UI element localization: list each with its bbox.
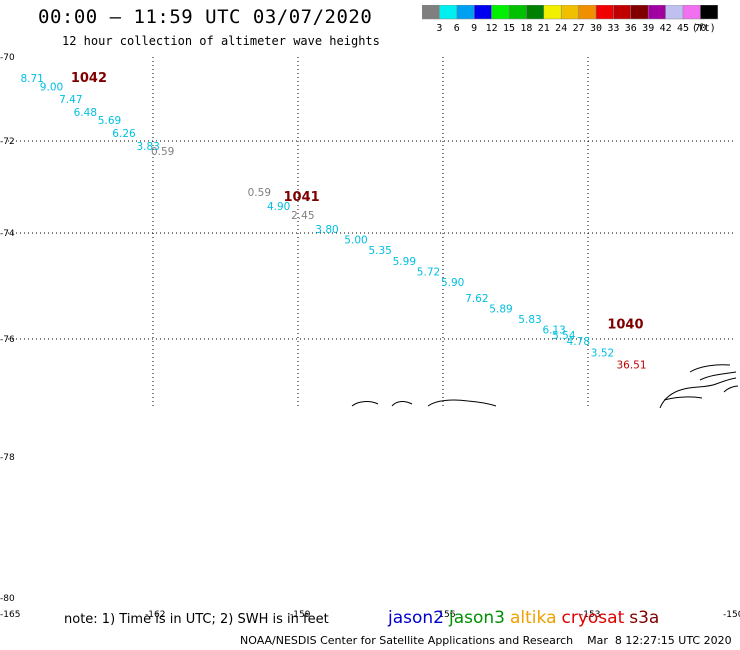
swh-data-label: 2.45	[291, 210, 314, 222]
colorbar-label: 70	[694, 23, 706, 34]
swh-data-label: 5.35	[368, 245, 391, 257]
pressure-label: 1040	[607, 317, 643, 332]
coastline-segment	[427, 399, 497, 407]
y-tick-label: -76	[0, 335, 15, 345]
coastline-segment	[659, 377, 737, 409]
swh-data-label: 5.90	[441, 277, 464, 289]
swh-data-label: 36.51	[616, 360, 646, 372]
swh-data-label: 5.54	[552, 330, 576, 342]
colorbar-unit: (ft)	[692, 23, 716, 34]
swh-data-label: 4.78	[567, 336, 590, 348]
x-tick-label: -156	[435, 610, 456, 620]
colorbar-label: 12	[486, 23, 498, 34]
credit-line: NOAA/NESDIS Center for Satellite Applica…	[240, 634, 732, 647]
swh-data-label: 7.62	[465, 293, 488, 305]
x-tick-label: -165	[0, 610, 20, 620]
colorbar-label: 21	[538, 23, 550, 34]
colorbar-label: 42	[660, 23, 672, 34]
x-tick-label: -153	[580, 610, 600, 620]
swh-data-label: 3.80	[315, 224, 338, 236]
pressure-label: 1041	[284, 190, 320, 205]
y-tick-label: -80	[0, 594, 15, 604]
colorbar-label: 39	[642, 23, 654, 34]
coastline-segment	[689, 364, 731, 373]
colorbar-label: 6	[454, 23, 460, 34]
colorbar-label: 30	[590, 23, 602, 34]
swh-data-label: 8.71	[20, 73, 43, 85]
colorbar-swatch	[700, 5, 719, 20]
colorbar-label: 33	[607, 23, 619, 34]
color-scale-legend: 3 6 9 12 15 18 21 24 27 30 33 36 39 42 45 70(ft)	[422, 5, 719, 34]
swh-data-label: 3.52	[591, 348, 614, 360]
grid	[8, 57, 733, 406]
satellite-legend-jason2: jason2	[388, 608, 444, 628]
colorbar-label: 18	[520, 23, 532, 34]
swh-data-label: 5.69	[98, 115, 121, 127]
note-text: note: 1) Time is in UTC; 2) SWH is in fe…	[64, 612, 329, 627]
satellite-legend-altika: altika	[510, 608, 557, 628]
swh-data-label: 5.72	[417, 266, 440, 278]
coastline-segment	[391, 401, 413, 407]
swh-data-label: 5.83	[518, 314, 541, 326]
chart-subtitle: 12 hour collection of altimeter wave hei…	[62, 34, 380, 48]
swh-data-label: 6.26	[112, 128, 136, 140]
coastline-segment	[723, 385, 739, 393]
y-tick-label: -72	[0, 137, 15, 147]
swh-data-label: 5.99	[393, 256, 416, 268]
colorbar-label: 3	[436, 23, 442, 34]
swh-data-label: 0.59	[248, 187, 271, 199]
swh-data-label: 5.00	[344, 235, 367, 247]
pressure-label: 1042	[71, 71, 107, 86]
coastline-segment	[699, 371, 737, 381]
satellite-legend-s3a: s3a	[629, 608, 660, 628]
swh-data-label: 0.59	[151, 146, 174, 158]
satellite-legend: jason2 jason3 altika cryosat s3a	[388, 608, 664, 628]
swh-data-label: 4.90	[267, 201, 290, 213]
colorbar-label: 9	[471, 23, 477, 34]
swh-data-label: 7.47	[59, 94, 82, 106]
colorbar-label: 24	[555, 23, 567, 34]
colorbar-label: 27	[573, 23, 585, 34]
swh-data-label: 3.83	[136, 141, 159, 153]
colorbar-label: 36	[625, 23, 637, 34]
colorbar-label: 15	[503, 23, 515, 34]
swh-data-label: 6.48	[74, 107, 97, 119]
y-tick-label: -78	[0, 453, 15, 463]
swh-data-label: 6.13	[542, 325, 565, 337]
colorbar-label: 45	[677, 23, 689, 34]
swh-data-label: 9.00	[40, 82, 63, 94]
satellite-legend-cryosat: cryosat	[561, 608, 625, 628]
x-tick-label: -162	[145, 610, 165, 620]
satellite-legend-jason3: jason3	[449, 608, 505, 628]
x-tick-label: -150	[723, 610, 740, 620]
coastline-segment	[663, 396, 703, 401]
chart-title: 00:00 – 11:59 UTC 03/07/2020	[38, 6, 373, 28]
coastline-segment	[351, 401, 379, 407]
y-tick-label: -70	[0, 53, 15, 63]
swh-data-label: 5.89	[489, 304, 512, 316]
y-tick-label: -74	[0, 229, 15, 239]
x-tick-label: -159	[290, 610, 311, 620]
coastline	[351, 364, 739, 409]
